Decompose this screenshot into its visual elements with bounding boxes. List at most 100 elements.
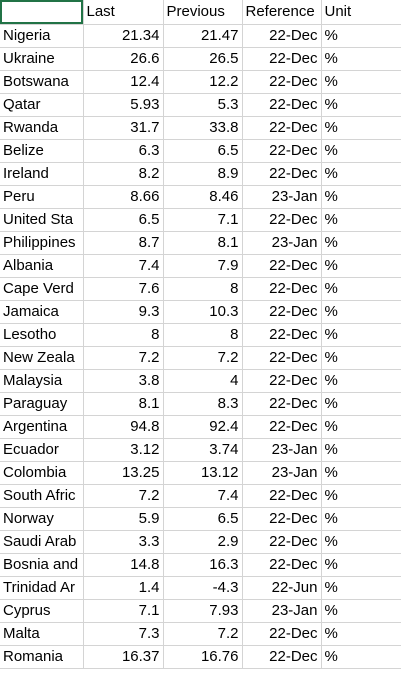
previous-cell[interactable]: 7.4 [163, 484, 243, 508]
last-cell[interactable]: 5.93 [83, 93, 164, 117]
previous-cell[interactable]: 7.1 [163, 208, 243, 232]
unit-cell[interactable]: % [321, 438, 401, 462]
reference-cell[interactable]: 23-Jan [242, 461, 322, 485]
unit-cell[interactable]: % [321, 231, 401, 255]
header-cell-unit[interactable]: Unit [321, 0, 401, 25]
reference-cell[interactable]: 22-Dec [242, 47, 322, 71]
country-cell[interactable]: South Afric [0, 484, 84, 508]
country-cell[interactable]: Malta [0, 622, 84, 646]
unit-cell[interactable]: % [321, 484, 401, 508]
header-cell-previous[interactable]: Previous [163, 0, 243, 25]
country-cell[interactable]: Belize [0, 139, 84, 163]
previous-cell[interactable]: 21.47 [163, 24, 243, 48]
previous-cell[interactable]: 3.74 [163, 438, 243, 462]
unit-cell[interactable]: % [321, 599, 401, 623]
unit-cell[interactable]: % [321, 346, 401, 370]
reference-cell[interactable]: 22-Dec [242, 323, 322, 347]
unit-cell[interactable]: % [321, 277, 401, 301]
last-cell[interactable]: 5.9 [83, 507, 164, 531]
unit-cell[interactable]: % [321, 185, 401, 209]
reference-cell[interactable]: 22-Dec [242, 622, 322, 646]
unit-cell[interactable]: % [321, 139, 401, 163]
country-cell[interactable]: Rwanda [0, 116, 84, 140]
previous-cell[interactable]: 7.93 [163, 599, 243, 623]
reference-cell[interactable]: 22-Dec [242, 24, 322, 48]
last-cell[interactable]: 14.8 [83, 553, 164, 577]
last-cell[interactable]: 7.2 [83, 346, 164, 370]
last-cell[interactable]: 31.7 [83, 116, 164, 140]
unit-cell[interactable]: % [321, 24, 401, 48]
reference-cell[interactable]: 23-Jan [242, 599, 322, 623]
country-cell[interactable]: Albania [0, 254, 84, 278]
header-cell-reference[interactable]: Reference [242, 0, 322, 25]
unit-cell[interactable]: % [321, 300, 401, 324]
previous-cell[interactable]: 16.3 [163, 553, 243, 577]
country-cell[interactable]: Romania [0, 645, 84, 669]
last-cell[interactable]: 7.6 [83, 277, 164, 301]
reference-cell[interactable]: 22-Dec [242, 300, 322, 324]
unit-cell[interactable]: % [321, 507, 401, 531]
unit-cell[interactable]: % [321, 576, 401, 600]
previous-cell[interactable]: 2.9 [163, 530, 243, 554]
previous-cell[interactable]: 8 [163, 277, 243, 301]
last-cell[interactable]: 1.4 [83, 576, 164, 600]
previous-cell[interactable]: 10.3 [163, 300, 243, 324]
unit-cell[interactable]: % [321, 254, 401, 278]
last-cell[interactable]: 8.1 [83, 392, 164, 416]
reference-cell[interactable]: 22-Dec [242, 530, 322, 554]
reference-cell[interactable]: 22-Dec [242, 484, 322, 508]
unit-cell[interactable]: % [321, 323, 401, 347]
unit-cell[interactable]: % [321, 208, 401, 232]
unit-cell[interactable]: % [321, 392, 401, 416]
previous-cell[interactable]: 7.2 [163, 622, 243, 646]
country-cell[interactable]: Lesotho [0, 323, 84, 347]
last-cell[interactable]: 8.7 [83, 231, 164, 255]
previous-cell[interactable]: 12.2 [163, 70, 243, 94]
reference-cell[interactable]: 22-Dec [242, 139, 322, 163]
country-cell[interactable]: Cape Verd [0, 277, 84, 301]
last-cell[interactable]: 3.3 [83, 530, 164, 554]
country-cell[interactable]: Peru [0, 185, 84, 209]
last-cell[interactable]: 21.34 [83, 24, 164, 48]
previous-cell[interactable]: 92.4 [163, 415, 243, 439]
reference-cell[interactable]: 23-Jan [242, 231, 322, 255]
previous-cell[interactable]: 26.5 [163, 47, 243, 71]
country-cell[interactable]: Malaysia [0, 369, 84, 393]
previous-cell[interactable]: 8.46 [163, 185, 243, 209]
unit-cell[interactable]: % [321, 530, 401, 554]
reference-cell[interactable]: 22-Dec [242, 277, 322, 301]
previous-cell[interactable]: 4 [163, 369, 243, 393]
reference-cell[interactable]: 22-Dec [242, 208, 322, 232]
previous-cell[interactable]: 5.3 [163, 93, 243, 117]
country-cell[interactable]: Bosnia and [0, 553, 84, 577]
last-cell[interactable]: 8.66 [83, 185, 164, 209]
last-cell[interactable]: 7.4 [83, 254, 164, 278]
reference-cell[interactable]: 22-Dec [242, 70, 322, 94]
unit-cell[interactable]: % [321, 415, 401, 439]
last-cell[interactable]: 13.25 [83, 461, 164, 485]
reference-cell[interactable]: 22-Dec [242, 392, 322, 416]
country-cell[interactable]: Ecuador [0, 438, 84, 462]
last-cell[interactable]: 6.5 [83, 208, 164, 232]
reference-cell[interactable]: 22-Dec [242, 162, 322, 186]
previous-cell[interactable]: 7.9 [163, 254, 243, 278]
previous-cell[interactable]: 8.9 [163, 162, 243, 186]
unit-cell[interactable]: % [321, 645, 401, 669]
last-cell[interactable]: 7.1 [83, 599, 164, 623]
country-cell[interactable]: United Sta [0, 208, 84, 232]
country-cell[interactable]: Ukraine [0, 47, 84, 71]
reference-cell[interactable]: 22-Dec [242, 116, 322, 140]
country-cell[interactable]: Ireland [0, 162, 84, 186]
country-cell[interactable]: Trinidad Ar [0, 576, 84, 600]
header-cell-country[interactable] [0, 0, 84, 25]
last-cell[interactable]: 16.37 [83, 645, 164, 669]
unit-cell[interactable]: % [321, 622, 401, 646]
country-cell[interactable]: Argentina [0, 415, 84, 439]
country-cell[interactable]: Cyprus [0, 599, 84, 623]
reference-cell[interactable]: 22-Dec [242, 93, 322, 117]
previous-cell[interactable]: -4.3 [163, 576, 243, 600]
unit-cell[interactable]: % [321, 553, 401, 577]
reference-cell[interactable]: 22-Dec [242, 507, 322, 531]
unit-cell[interactable]: % [321, 162, 401, 186]
country-cell[interactable]: Jamaica [0, 300, 84, 324]
